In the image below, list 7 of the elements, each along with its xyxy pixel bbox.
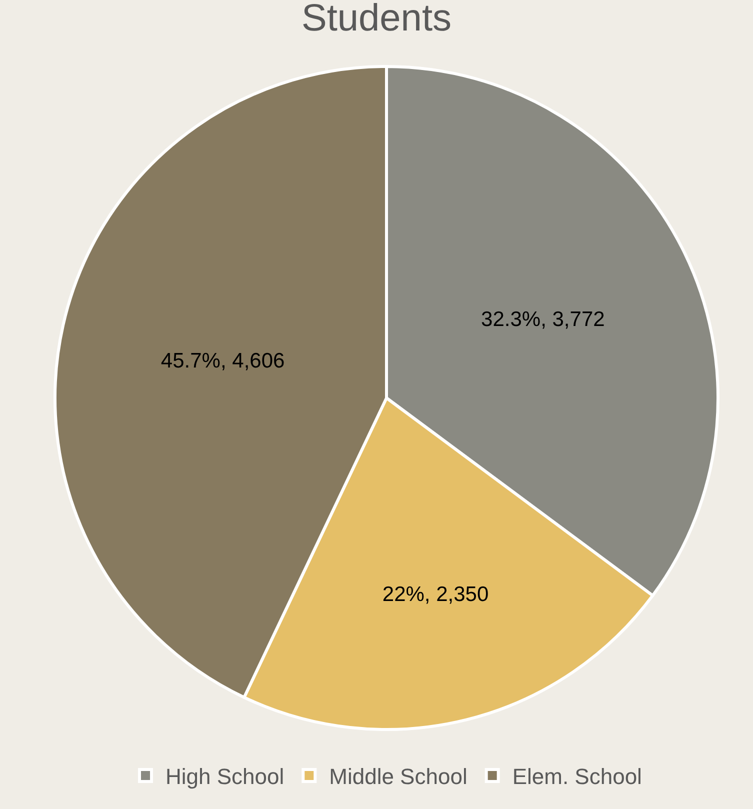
data-label: 45.7%, 4,606	[160, 350, 285, 373]
data-label: 22%, 2,350	[382, 583, 489, 606]
data-label: 32.3%, 3,772	[481, 308, 605, 331]
legend-label: Elem. School	[512, 764, 642, 790]
chart-title: Students	[302, 0, 452, 40]
legend-label: Middle School	[329, 764, 468, 790]
legend-label: High School	[166, 764, 284, 790]
